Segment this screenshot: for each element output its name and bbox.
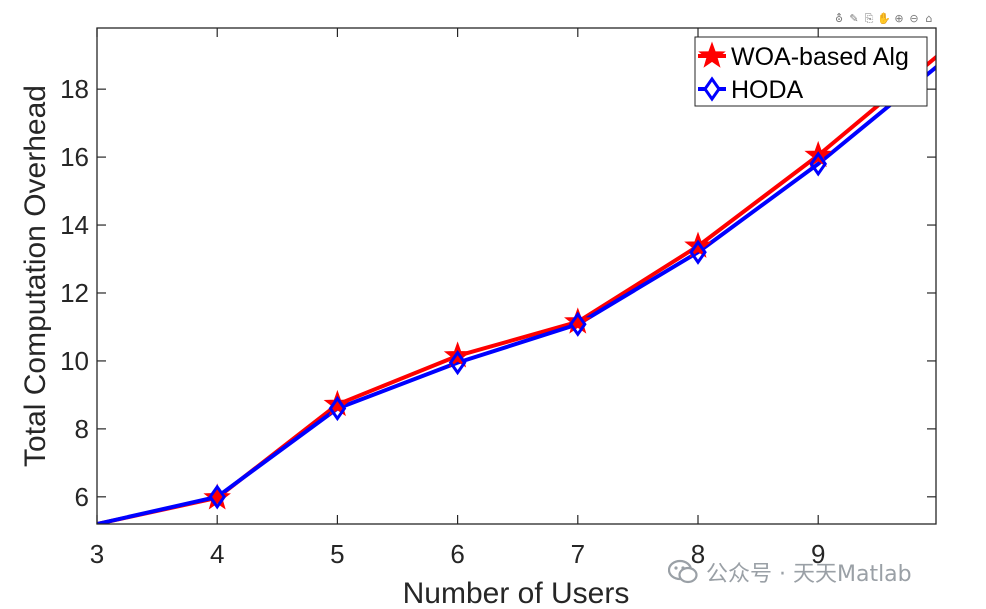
home-icon[interactable]: ⌂ xyxy=(925,12,933,25)
x-tick-label: 9 xyxy=(811,539,825,569)
pan-icon[interactable]: ✋ xyxy=(877,12,891,25)
series-layer xyxy=(97,54,936,524)
y-tick-label: 16 xyxy=(60,142,89,172)
woa-point xyxy=(684,231,712,258)
x-tick-label: 5 xyxy=(330,539,344,569)
y-tick-label: 14 xyxy=(60,210,89,240)
woa-legend-marker xyxy=(698,41,726,68)
x-tick-label: 3 xyxy=(90,539,104,569)
zoom-in-icon[interactable]: ⊕ xyxy=(894,12,904,25)
woa-point xyxy=(203,483,231,510)
hoda-series-line xyxy=(97,64,936,524)
hoda-point xyxy=(809,151,828,177)
hoda-point xyxy=(208,484,227,510)
y-tick-label: 6 xyxy=(75,482,89,512)
y-tick-label: 8 xyxy=(75,414,89,444)
hoda-point xyxy=(448,350,467,376)
legend: WOA-based Alg HODA xyxy=(694,36,928,107)
y-axis-label: Total Computation Overhead xyxy=(19,85,52,467)
plot-frame xyxy=(96,27,937,525)
y-tick-label: 12 xyxy=(60,278,89,308)
brush-icon[interactable]: ✎ xyxy=(849,12,859,25)
woa-point xyxy=(323,389,352,417)
zoom-out-icon[interactable]: ⊖ xyxy=(909,12,919,25)
woa-point xyxy=(564,307,592,334)
woa-legend-label: WOA-based Alg xyxy=(731,43,909,71)
y-tick-label: 18 xyxy=(60,74,89,104)
x-tick-label: 7 xyxy=(571,539,585,569)
export-icon[interactable]: ⎘ xyxy=(864,12,874,25)
x-tick-label: 8 xyxy=(691,539,705,569)
hoda-legend-marker xyxy=(703,76,721,102)
hoda-point xyxy=(328,395,347,422)
x-tick-label: 4 xyxy=(210,539,224,569)
legend-box xyxy=(694,36,928,107)
hoda-point xyxy=(568,311,587,337)
x-axis-label: Number of Users xyxy=(403,577,630,609)
hoda-point xyxy=(689,239,707,265)
plot-area xyxy=(97,28,936,524)
y-tick-label: 10 xyxy=(60,346,89,376)
ticks-layer: 3 4 5 6 7 8 9 6 8 10 12 14 16 18 xyxy=(60,28,936,569)
axes-toolbar: ⛢ ✎ ⎘ ✋ ⊕ ⊖ ⌂ xyxy=(832,11,936,27)
data-tips-icon[interactable]: ⛢ xyxy=(834,12,844,25)
x-tick-label: 6 xyxy=(450,539,464,569)
hoda-legend-label: HODA xyxy=(731,76,804,104)
